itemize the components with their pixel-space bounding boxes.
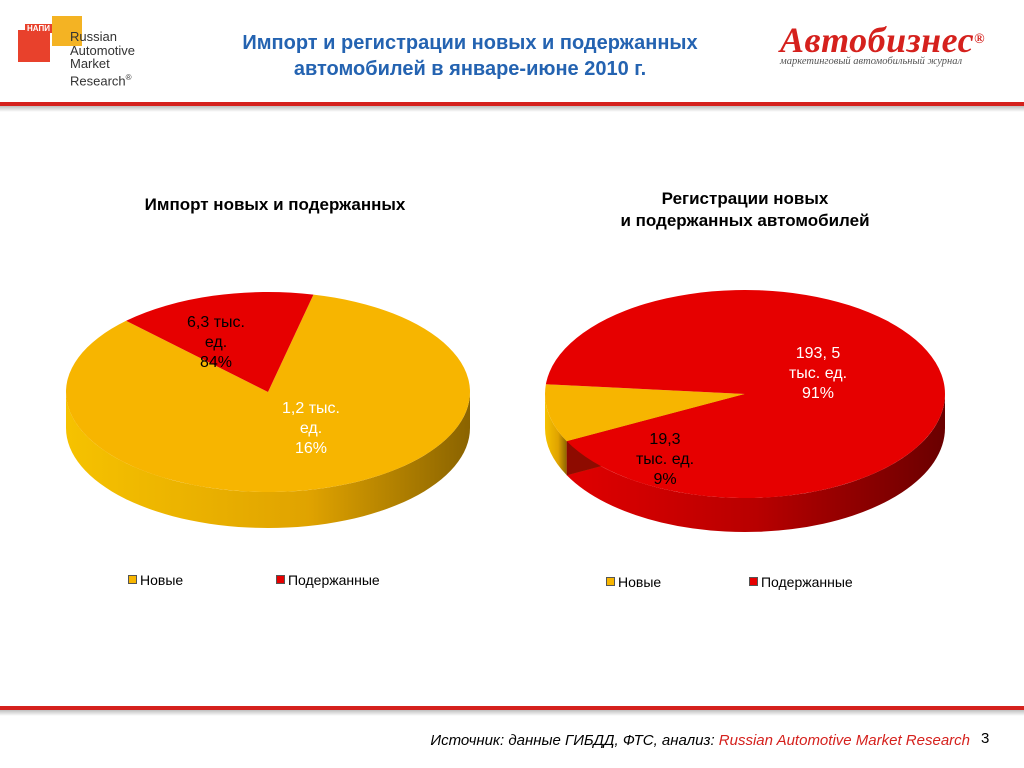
legend-swatch-new [606, 577, 615, 586]
pie-slice-Новые [545, 384, 745, 442]
legend-swatch-used [275, 575, 285, 584]
legend-item-used: Подержанные [748, 574, 853, 590]
pie-side-Новые [66, 392, 470, 528]
legend-item-new: Новые [128, 572, 183, 588]
pie-data-label: 6,3 тыс. ед. 84% [187, 314, 245, 371]
avtobiznes-logo: Автобизнес® маркетинговый автомобильный … [780, 20, 986, 67]
pie-slice-Новые [66, 294, 471, 492]
chart-title-registrations: Регистрации новых и подержанных автомоби… [620, 189, 870, 230]
top-divider [0, 102, 1024, 106]
legend-registrations: Новые Подержанные [606, 574, 853, 590]
pie-chart-0: 6,3 тыс. ед. 84% 1,2 тыс. ед. 16% [66, 292, 471, 528]
legend-swatch-used [748, 577, 758, 586]
chart-title-import: Импорт новых и подержанных [144, 195, 406, 214]
pie-data-label: 1,2 тыс. ед. 16% [282, 400, 340, 457]
source-note: Источник: данные ГИБДД, ФТС, анализ: Rus… [430, 732, 970, 749]
page-number: 3 [981, 730, 990, 747]
pie-data-label: 193, 5 тыс. ед. 91% [789, 345, 847, 402]
pie-slice-Подержанные [545, 290, 946, 499]
legend-item-used: Подержанные [275, 572, 380, 588]
pie-slice-Подержанные [126, 292, 314, 392]
page-title: Импорт и регистрации новых и подержанных… [242, 32, 698, 80]
logo-orange-square [52, 16, 82, 46]
legend-import: Новые Подержанные [128, 572, 380, 588]
legend-swatch-new [128, 575, 137, 584]
logo-text: Russian Automotive Market Research® [70, 29, 136, 88]
bottom-divider [0, 706, 1024, 710]
ramr-logo: НАПИ Russian Automotive Market Research® [18, 16, 138, 96]
pie-side-Новые [545, 394, 567, 476]
pie-chart-1: 19,3 тыс. ед. 9% 193, 5 тыс. ед. 91% [545, 290, 946, 533]
logo-badge: НАПИ [25, 24, 52, 33]
legend-item-new: Новые [606, 574, 661, 590]
pie-data-label: 19,3 тыс. ед. 9% [636, 431, 694, 488]
logo-red-square [18, 30, 50, 62]
pie-side-Подержанные [566, 394, 945, 533]
